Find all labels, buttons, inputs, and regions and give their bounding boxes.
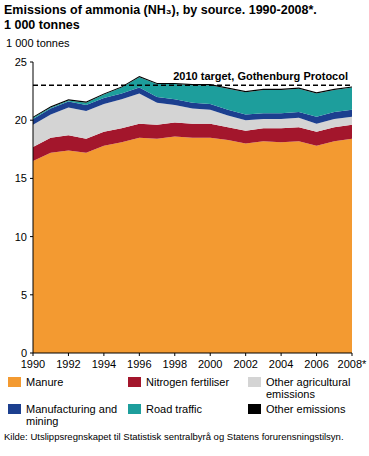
- x-tick: [174, 353, 175, 356]
- subtitle: 1 000 tonnes: [4, 18, 80, 32]
- legend-label: Other emissions: [266, 403, 345, 415]
- legend-label: Manufacturing and mining: [26, 403, 126, 427]
- x-tick: [281, 353, 282, 356]
- legend-swatch: [128, 404, 141, 414]
- x-tick: [103, 353, 104, 356]
- y-tick: [30, 120, 33, 121]
- legend-item: Road traffic: [128, 403, 246, 415]
- legend-item: Manufacturing and mining: [8, 403, 126, 427]
- legend-swatch: [248, 377, 261, 387]
- x-tick: [210, 353, 211, 356]
- legend-swatch: [8, 377, 21, 387]
- legend-swatch: [248, 404, 261, 414]
- x-tick: [352, 353, 353, 356]
- y-tick-label: 10: [15, 231, 27, 243]
- plot-area: [33, 76, 352, 353]
- y-tick: [30, 62, 33, 63]
- y-tick-label: 15: [15, 172, 27, 184]
- legend-swatch: [128, 377, 141, 387]
- y-tick: [30, 178, 33, 179]
- x-tick-label: 1996: [127, 358, 151, 370]
- legend-item: Other agricultural emissions: [248, 376, 366, 400]
- x-tick-label: 1998: [163, 358, 187, 370]
- legend-item: Manure: [8, 376, 126, 388]
- source: Kilde: Utslippsregnskapet til Statistisk…: [4, 431, 366, 442]
- area: [33, 137, 352, 354]
- legend-label: Nitrogen fertiliser: [146, 376, 229, 388]
- legend-label: Manure: [26, 376, 63, 388]
- y-axis: [33, 62, 34, 353]
- x-tick-label: 1994: [92, 358, 116, 370]
- area: [33, 77, 352, 119]
- y-tick-label: 5: [21, 289, 27, 301]
- chart: Emissions of ammonia (NH₃), by source. 1…: [0, 0, 369, 430]
- y-tick: [30, 294, 33, 295]
- x-axis: [33, 353, 352, 354]
- legend-item: Other emissions: [248, 403, 366, 415]
- y-tick-label: 20: [15, 114, 27, 126]
- x-tick-label: 2008*: [338, 358, 367, 370]
- legend-label: Road traffic: [146, 403, 202, 415]
- y-tick: [30, 236, 33, 237]
- legend-item: Nitrogen fertiliser: [128, 376, 246, 388]
- annotation: 2010 target, Gothenburg Protocol: [173, 70, 348, 82]
- legend-label: Other agricultural emissions: [266, 376, 366, 400]
- y-tick-label: 25: [15, 56, 27, 68]
- x-tick: [245, 353, 246, 356]
- x-tick-label: 1992: [56, 358, 80, 370]
- title: Emissions of ammonia (NH₃), by source. 1…: [4, 3, 317, 17]
- x-tick: [139, 353, 140, 356]
- x-tick-label: 2002: [233, 358, 257, 370]
- legend-swatch: [8, 404, 21, 414]
- x-tick-label: 2000: [198, 358, 222, 370]
- y-axis-label: 1 000 tonnes: [6, 37, 70, 49]
- x-tick-label: 2004: [269, 358, 293, 370]
- x-tick: [316, 353, 317, 356]
- x-tick: [68, 353, 69, 356]
- x-tick-label: 2006: [304, 358, 328, 370]
- x-tick-label: 1990: [21, 358, 45, 370]
- x-tick: [33, 353, 34, 356]
- target-line: [33, 85, 352, 87]
